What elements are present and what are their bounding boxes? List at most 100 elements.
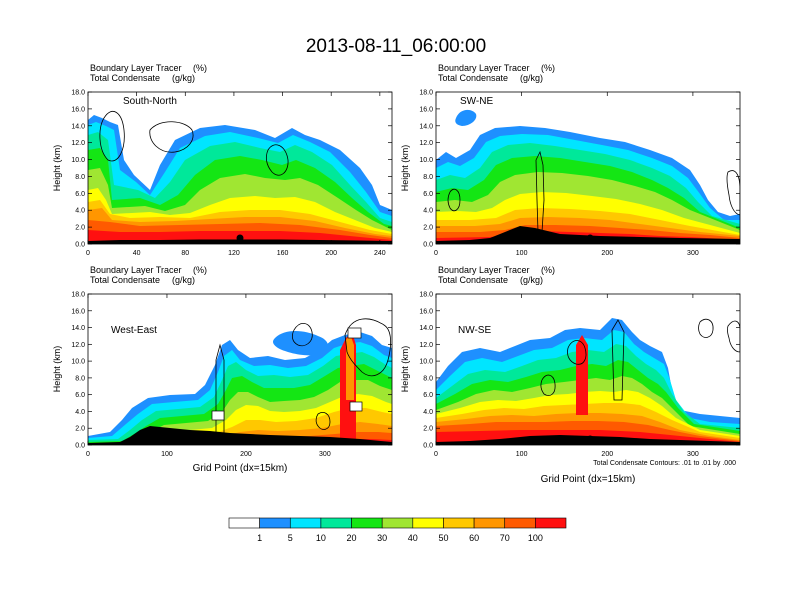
- colorbar: 1 5 10 20 30 40 50 60 70 100: [228, 517, 567, 543]
- panel-2-label: West-East: [111, 325, 157, 336]
- y-tick-label: 16.0: [71, 106, 85, 113]
- panel-2-blob-blue: [273, 331, 329, 356]
- x-tick-label: 0: [434, 250, 438, 257]
- panel-0-ylabel: Height (km): [52, 145, 62, 192]
- panel-0-axes: 0.0 2.0 4.0 6.0 8.0 10.0 12.0 14.0 16.0 18.0 0 40 80…: [71, 90, 392, 257]
- y-tick-label: 12.0: [419, 342, 433, 349]
- x-tick-label: 100: [516, 250, 528, 257]
- y-tick-label: 6.0: [75, 191, 85, 198]
- y-tick-label: 14.0: [71, 123, 85, 130]
- y-tick-label: 6.0: [423, 191, 433, 198]
- colorbar-label: 1: [257, 533, 262, 543]
- colorbar-label: 70: [500, 533, 510, 543]
- panel-2-unit-1: (%): [193, 265, 207, 275]
- colorbar-box: [504, 517, 536, 529]
- panel-2-field: [88, 294, 392, 445]
- x-tick-label: 300: [319, 451, 331, 458]
- panel-1-ylabel: Height (km): [400, 145, 410, 192]
- panel-2-contour-3: [344, 318, 392, 377]
- y-tick-label: 18.0: [71, 90, 85, 97]
- y-tick-label: 12.0: [71, 342, 85, 349]
- panel-2-contour-label-2: [349, 401, 363, 412]
- panel-3-contour-2: [698, 318, 714, 338]
- figure-title: 2013-08-11_06:00:00: [306, 36, 486, 57]
- panel-2-unit-2: (g/kg): [172, 275, 195, 285]
- panel-3-column-red: [576, 335, 588, 415]
- x-tick-label: 300: [687, 451, 699, 458]
- y-tick-label: 0.0: [423, 242, 433, 249]
- panel-0-contour-3: [265, 144, 289, 176]
- x-tick-label: 80: [181, 250, 189, 257]
- y-tick-label: 14.0: [419, 325, 433, 332]
- location-marker: [236, 234, 244, 242]
- panel-1-label: SW-NE: [460, 96, 493, 107]
- y-tick-label: 12.0: [71, 140, 85, 147]
- panel-1-axes: 0.0 2.0 4.0 6.0 8.0 10.0 12.0 14.0 16.0 18.0 0 100 2…: [419, 90, 740, 257]
- panel-2-xlabel: Grid Point (dx=15km): [193, 463, 288, 474]
- y-tick-label: 8.0: [423, 174, 433, 181]
- y-tick-label: 14.0: [71, 325, 85, 332]
- panel-0-label: South-North: [123, 96, 177, 107]
- colorbar-box: [412, 517, 444, 529]
- panel-0-var-1: Boundary Layer Tracer: [90, 63, 182, 73]
- x-tick-label: 200: [325, 250, 337, 257]
- location-marker: [238, 435, 246, 443]
- y-tick-label: 2.0: [75, 225, 85, 232]
- location-marker: [586, 234, 594, 242]
- x-tick-label: 100: [516, 451, 528, 458]
- panel-1-contour-2: [726, 170, 740, 216]
- colorbar-box: [351, 517, 383, 529]
- panel-0-contour-1: [99, 110, 125, 162]
- panel-2-contour-label-1: [347, 327, 362, 339]
- y-tick-label: 2.0: [423, 225, 433, 232]
- panel-2-var-1: Boundary Layer Tracer: [90, 265, 182, 275]
- panel-2-var-2: Total Condensate: [90, 275, 160, 285]
- y-tick-label: 0.0: [75, 443, 85, 450]
- colorbar-box: [228, 517, 260, 529]
- y-tick-label: 10.0: [419, 359, 433, 366]
- y-tick-label: 18.0: [419, 292, 433, 299]
- colorbar-label: 5: [288, 533, 293, 543]
- panel-2-frame: [87, 293, 393, 446]
- y-tick-label: 6.0: [75, 392, 85, 399]
- panel-3-var-1: Boundary Layer Tracer: [438, 265, 530, 275]
- x-tick-label: 40: [133, 250, 141, 257]
- panel-1-var-1: Boundary Layer Tracer: [438, 63, 530, 73]
- y-tick-label: 2.0: [75, 426, 85, 433]
- x-tick-label: 240: [374, 250, 386, 257]
- panel-0-unit-1: (%): [193, 63, 207, 73]
- panel-0-topography: [88, 239, 392, 244]
- panel-1-frame: [435, 91, 741, 245]
- colorbar-box: [381, 517, 414, 529]
- colorbar-box: [535, 517, 567, 529]
- panel-0-frame: [87, 91, 393, 245]
- panel-1-field: [436, 92, 740, 244]
- panel-1-topography: [436, 226, 740, 244]
- panel-south-north: Boundary Layer Tracer (%) Total Condensa…: [52, 63, 393, 257]
- y-tick-label: 4.0: [423, 409, 433, 416]
- y-tick-label: 10.0: [71, 359, 85, 366]
- panel-1-contour-3: [447, 188, 461, 212]
- x-tick-label: 0: [86, 451, 90, 458]
- x-tick-label: 300: [687, 250, 699, 257]
- panel-3-ylabel: Height (km): [400, 346, 410, 393]
- x-tick-label: 120: [228, 250, 240, 257]
- colorbar-label: 50: [438, 533, 448, 543]
- panel-1-contour-1: [535, 150, 545, 233]
- colorbar-label: 60: [469, 533, 479, 543]
- x-tick-label: 200: [601, 451, 613, 458]
- panel-west-east: Boundary Layer Tracer (%) Total Condensa…: [52, 265, 393, 474]
- panel-2-ylabel: Height (km): [52, 346, 62, 393]
- x-tick-label: 0: [86, 250, 90, 257]
- panel-3-field: [436, 294, 740, 445]
- panel-0-unit-2: (g/kg): [172, 73, 195, 83]
- y-tick-label: 8.0: [75, 375, 85, 382]
- panel-3-unit-2: (g/kg): [520, 275, 543, 285]
- panel-1-blob-blue: [455, 109, 477, 126]
- colorbar-label: 40: [408, 533, 418, 543]
- colorbar-box: [259, 517, 291, 529]
- panel-3-label: NW-SE: [458, 325, 491, 336]
- y-tick-label: 4.0: [75, 409, 85, 416]
- colorbar-label: 20: [347, 533, 357, 543]
